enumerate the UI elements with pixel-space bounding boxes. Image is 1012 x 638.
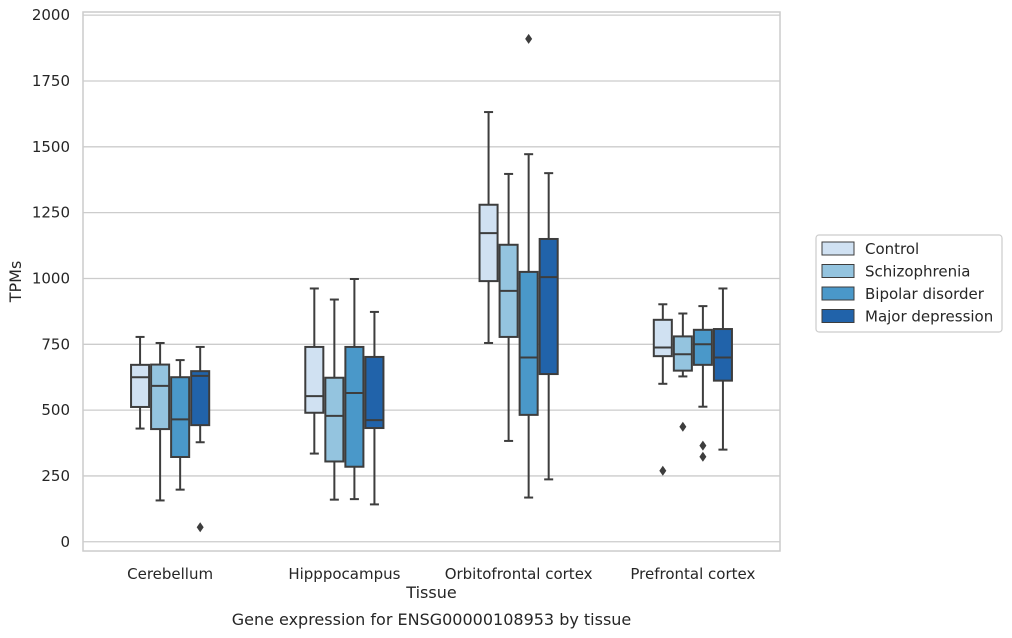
- legend-swatch: [821, 309, 855, 323]
- x-tick-labels: Cerebellum Hipppocampus Orbitofrontal cort…: [127, 565, 755, 583]
- x-axis-label: Tissue: [405, 583, 456, 602]
- y-tick-label: 2000: [32, 6, 70, 24]
- y-tick-label: 1500: [32, 138, 70, 156]
- box-major-depression: [712, 287, 733, 451]
- legend-swatch: [821, 286, 855, 301]
- box-control: [478, 111, 499, 344]
- plot-background: [83, 12, 780, 551]
- box-control: [130, 335, 151, 430]
- x-tick-label: Hipppocampus: [288, 565, 400, 583]
- box-iqr: [364, 355, 385, 430]
- box-iqr: [652, 318, 673, 358]
- x-tick-label: Orbitofrontal cortex: [445, 565, 593, 583]
- y-tick-label: 1750: [32, 72, 70, 90]
- box-schizophrenia: [150, 341, 171, 502]
- box-iqr: [344, 345, 365, 468]
- box-schizophrenia: [672, 312, 693, 432]
- box-iqr: [170, 376, 191, 458]
- x-tick-label: Cerebellum: [127, 565, 213, 583]
- legend-label: Major depression: [865, 308, 993, 326]
- box-iqr: [712, 328, 733, 382]
- outlier-point: [659, 465, 667, 476]
- y-tick-label: 1000: [32, 269, 70, 287]
- y-tick-label: 500: [41, 401, 70, 419]
- legend-label: Bipolar disorder: [865, 285, 985, 303]
- outlier-point: [196, 522, 204, 533]
- plot-frame: [82, 11, 781, 552]
- outlier-point: [679, 421, 687, 432]
- box-iqr: [190, 370, 211, 427]
- box-iqr: [692, 328, 713, 366]
- legend-frame: [815, 234, 1003, 333]
- box-control: [652, 303, 673, 476]
- box-iqr: [538, 237, 559, 376]
- box-iqr: [130, 363, 151, 408]
- outlier-point: [525, 33, 533, 44]
- outlier-point: [699, 451, 707, 462]
- y-axis-label: TPMs: [6, 261, 25, 304]
- chart-title: Gene expression for ENSG00000108953 by t…: [232, 610, 632, 629]
- box-iqr: [518, 270, 539, 416]
- y-tick-label: 250: [41, 467, 70, 485]
- y-tick-label: 0: [60, 533, 70, 551]
- legend-label: Control: [865, 240, 919, 258]
- legend-label: Schizophrenia: [865, 263, 970, 281]
- box-iqr: [324, 376, 345, 463]
- box-iqr: [478, 203, 499, 283]
- box-bipolar-disorder: [518, 33, 539, 499]
- box-major-depression: [190, 345, 211, 533]
- box-bipolar-disorder: [692, 305, 713, 462]
- box-series: [130, 33, 733, 533]
- box-iqr: [150, 363, 171, 431]
- y-tick-label: 750: [41, 335, 70, 353]
- x-tick-label: Prefrontal cortex: [630, 565, 755, 583]
- legend-swatch: [821, 241, 855, 256]
- legend: Control Schizophrenia Bipolar disorder Majo…: [815, 234, 1003, 333]
- box-control: [304, 287, 325, 455]
- outlier-point: [699, 440, 707, 451]
- box-schizophrenia: [498, 172, 519, 442]
- box-schizophrenia: [324, 298, 345, 501]
- box-bipolar-disorder: [344, 277, 365, 501]
- box-iqr: [304, 345, 325, 414]
- legend-swatch: [821, 264, 855, 278]
- box-major-depression: [364, 310, 385, 506]
- box-bipolar-disorder: [170, 359, 191, 491]
- y-tick-label: 1250: [32, 204, 70, 222]
- box-major-depression: [538, 172, 559, 481]
- y-tick-labels: 0 250 500 750 1000 1250 1500 1750 2000: [32, 6, 70, 551]
